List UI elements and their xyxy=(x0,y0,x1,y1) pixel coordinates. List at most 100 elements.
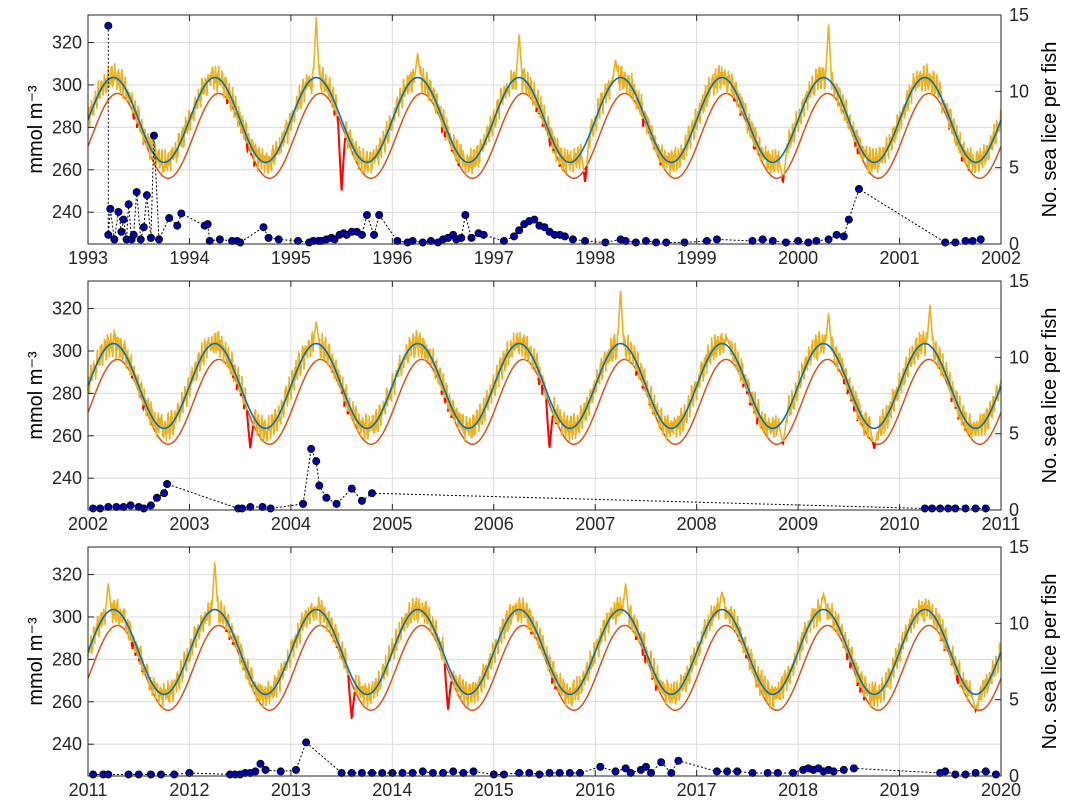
lice-point xyxy=(124,200,133,209)
y-left-tick-label: 240 xyxy=(52,468,82,488)
lice-point xyxy=(104,230,113,239)
lice-point xyxy=(832,230,841,239)
lice-point xyxy=(165,214,174,223)
lice-point xyxy=(674,756,683,765)
x-tick-label: 1996 xyxy=(372,248,412,268)
y-left-tick-label: 300 xyxy=(52,75,82,95)
plot-area xyxy=(88,547,1001,776)
upper-threshold-line xyxy=(87,76,1002,164)
y-right-tick-label: 15 xyxy=(1009,5,1029,25)
lice-point xyxy=(357,768,366,777)
lice-point xyxy=(160,489,169,498)
lice-point xyxy=(428,768,437,777)
lice-point xyxy=(951,238,960,247)
lice-point xyxy=(418,238,427,247)
y-right-tick-label: 0 xyxy=(1009,500,1019,520)
lice-point xyxy=(839,765,848,774)
lice-point xyxy=(157,770,166,779)
y-left-tick-label: 320 xyxy=(52,33,82,53)
y-right-axis-title: No. sea lice per fish xyxy=(1039,574,1061,750)
y-right-tick-label: 15 xyxy=(1009,537,1029,557)
y-left-tick-label: 260 xyxy=(52,692,82,712)
chart-panel-1: 1993 1994 1995 1996 1997 1998 1999 2000 2001 2002… xyxy=(25,5,1061,268)
lice-point xyxy=(146,770,155,779)
lice-point xyxy=(408,768,417,777)
lice-point xyxy=(621,236,630,245)
lice-point xyxy=(236,238,245,247)
lice-point xyxy=(205,236,214,245)
lice-point xyxy=(626,768,635,777)
lice-point xyxy=(981,504,990,513)
lice-point xyxy=(941,767,950,776)
x-tick-label: 2002 xyxy=(981,248,1021,268)
lice-point xyxy=(129,230,138,239)
lice-point xyxy=(839,232,848,241)
lice-point xyxy=(555,768,564,777)
lice-point xyxy=(581,236,590,245)
below-threshold-segments xyxy=(130,629,977,720)
lice-point xyxy=(601,238,610,247)
lice-point xyxy=(641,236,650,245)
lice-point xyxy=(322,493,331,502)
x-tick-label: 1999 xyxy=(677,248,717,268)
y-left-tick-label: 320 xyxy=(52,299,82,319)
lice-point xyxy=(723,767,732,776)
lice-point xyxy=(177,209,186,218)
lice-point xyxy=(951,770,960,779)
lice-point xyxy=(132,188,141,197)
lice-point xyxy=(146,501,155,510)
lice-point xyxy=(293,236,302,245)
lice-point xyxy=(510,232,519,241)
lice-point xyxy=(936,504,945,513)
lice-point xyxy=(789,768,798,777)
lice-point xyxy=(449,767,458,776)
lice-point xyxy=(155,235,164,244)
y-right-tick-label: 0 xyxy=(1009,234,1019,254)
lice-point xyxy=(375,210,384,219)
x-tick-label: 2007 xyxy=(575,514,615,534)
lice-point xyxy=(712,767,721,776)
x-tick-label: 2003 xyxy=(169,514,209,534)
lice-point xyxy=(408,236,417,245)
lice-point xyxy=(763,768,772,777)
lice-point xyxy=(112,502,121,511)
lice-point xyxy=(854,185,863,194)
lice-point xyxy=(170,770,179,779)
lice-point xyxy=(824,235,833,244)
lice-point xyxy=(426,236,435,245)
lice-point xyxy=(256,759,265,768)
lice-point xyxy=(951,504,960,513)
lice-point xyxy=(961,770,970,779)
lice-point xyxy=(104,770,113,779)
lice-point xyxy=(312,457,321,466)
lice-point xyxy=(920,504,929,513)
lice-point xyxy=(944,504,953,513)
lice-point xyxy=(276,767,285,776)
lice-point xyxy=(667,768,676,777)
y-right-axis-title: No. sea lice per fish xyxy=(1039,308,1061,484)
lice-point xyxy=(621,764,630,773)
lice-point xyxy=(961,236,970,245)
lice-point xyxy=(812,236,821,245)
y-left-tick-label: 240 xyxy=(52,734,82,754)
lice-point xyxy=(499,236,508,245)
x-tick-label: 2012 xyxy=(169,780,209,800)
lice-point xyxy=(378,768,387,777)
lice-point xyxy=(251,767,260,776)
lice-point xyxy=(119,502,128,511)
lice-point xyxy=(104,502,113,511)
x-tick-label: 1995 xyxy=(271,248,311,268)
axes-box xyxy=(87,14,1002,245)
lice-point xyxy=(362,210,371,219)
lice-point xyxy=(680,238,689,247)
lice-point xyxy=(330,235,339,244)
lice-point xyxy=(568,235,577,244)
lice-point xyxy=(981,767,990,776)
lice-point xyxy=(139,504,148,513)
lice-point xyxy=(758,235,767,244)
lice-point xyxy=(393,236,402,245)
y-left-tick-label: 260 xyxy=(52,160,82,180)
lice-point xyxy=(712,235,721,244)
x-tick-label: 2018 xyxy=(778,780,818,800)
lice-point xyxy=(259,223,268,232)
